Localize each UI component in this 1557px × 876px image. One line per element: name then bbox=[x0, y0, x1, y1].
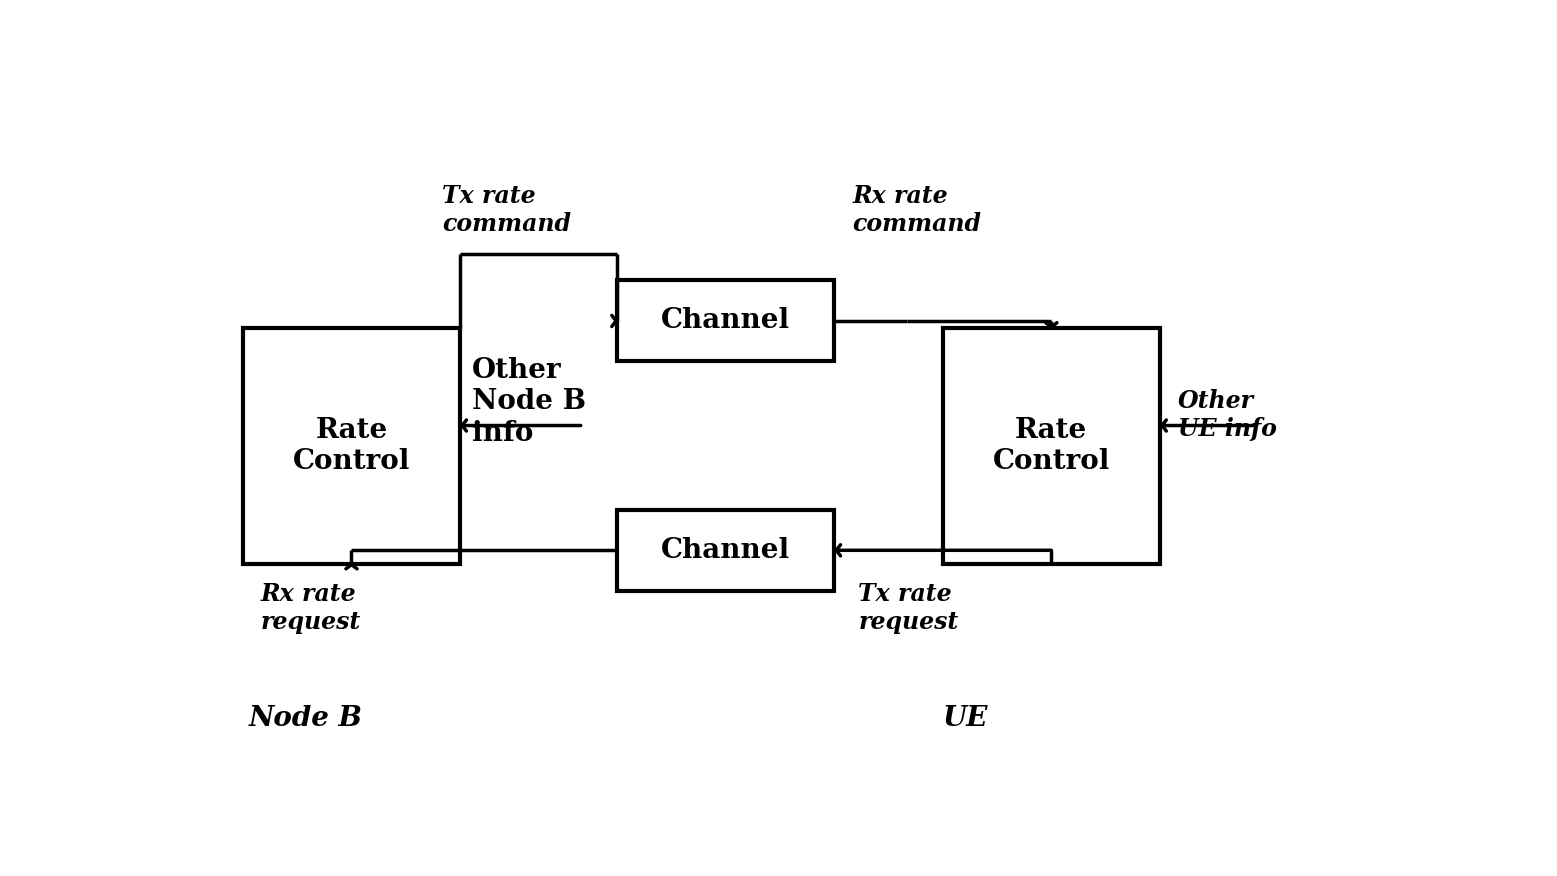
Bar bbox=[942, 328, 1160, 564]
Text: UE: UE bbox=[942, 705, 989, 732]
Text: Channel: Channel bbox=[662, 537, 789, 564]
Text: Node B: Node B bbox=[249, 705, 363, 732]
Text: Tx rate
request: Tx rate request bbox=[858, 582, 959, 633]
Text: Other
UE info: Other UE info bbox=[1179, 390, 1277, 442]
Text: Rx rate
command: Rx rate command bbox=[852, 184, 981, 236]
Text: Rx rate
request: Rx rate request bbox=[262, 582, 361, 633]
Bar bbox=[617, 510, 835, 590]
Text: Tx rate
command: Tx rate command bbox=[442, 184, 571, 236]
Text: Rate
Control: Rate Control bbox=[293, 417, 409, 475]
Text: Other
Node B
info: Other Node B info bbox=[472, 357, 585, 447]
Text: Channel: Channel bbox=[662, 307, 789, 335]
Bar bbox=[617, 280, 835, 362]
Bar bbox=[243, 328, 459, 564]
Text: Rate
Control: Rate Control bbox=[993, 417, 1110, 475]
